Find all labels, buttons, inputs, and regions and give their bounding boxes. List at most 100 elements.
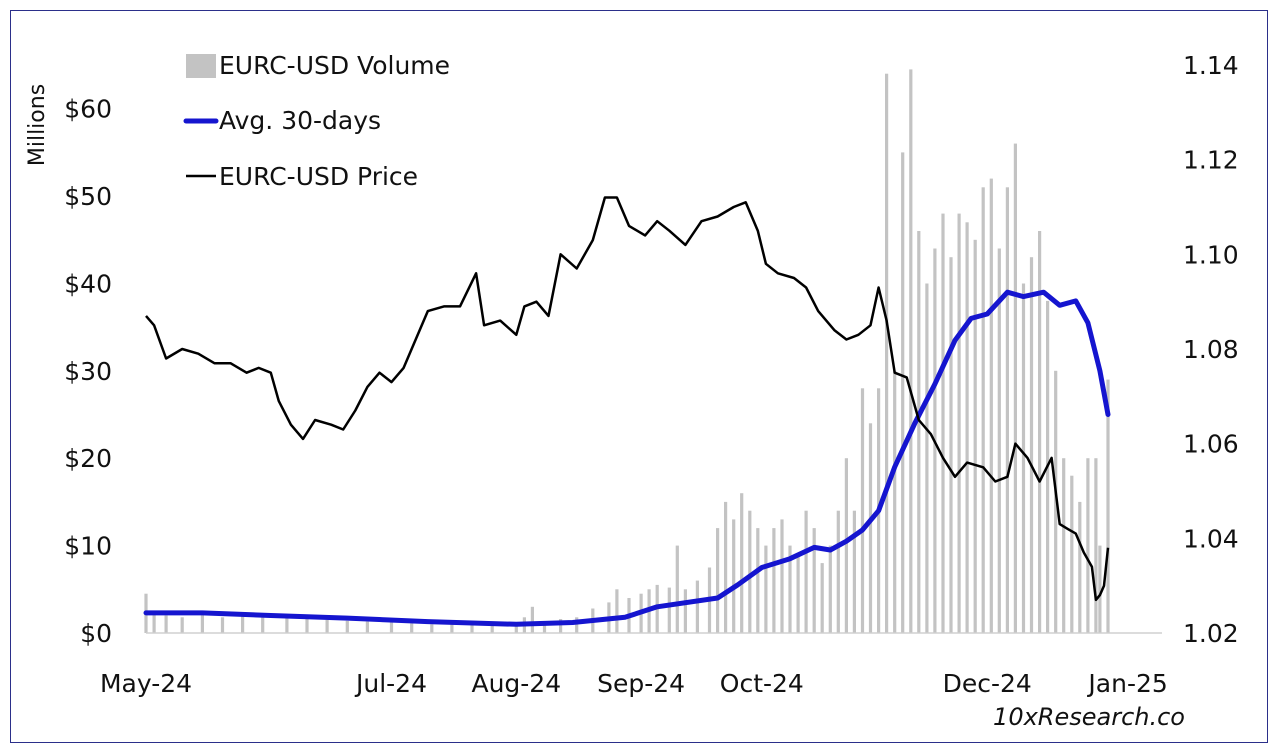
- volume-bar: [901, 152, 905, 633]
- volume-bar: [780, 519, 784, 633]
- volume-bar: [909, 69, 913, 633]
- volume-bar: [1021, 283, 1026, 633]
- legend-label-price: EURC-USD Price: [219, 162, 418, 191]
- volume-bar: [1106, 379, 1110, 633]
- volume-bar: [450, 624, 454, 633]
- volume-bar: [200, 613, 204, 633]
- volume-bar: [1078, 501, 1082, 633]
- volume-bar: [764, 545, 768, 633]
- left-tick-label: $50: [64, 182, 112, 211]
- right-tick-label: 1.12: [1183, 146, 1239, 175]
- volume-bar: [542, 621, 547, 633]
- volume-bar: [973, 239, 977, 634]
- volume-bar: [490, 626, 494, 633]
- right-tick-label: 1.10: [1183, 240, 1239, 269]
- left-tick-label: $40: [64, 270, 112, 299]
- volume-bar: [1005, 187, 1009, 634]
- volume-bar: [820, 563, 824, 633]
- x-tick-label: Jul-24: [354, 669, 427, 698]
- volume-bar: [530, 606, 534, 633]
- right-tick-label: 1.02: [1183, 619, 1239, 648]
- volume-bar: [836, 510, 840, 633]
- volume-bar: [1070, 475, 1074, 633]
- volume-bar: [1086, 458, 1090, 633]
- volume-bar: [804, 510, 808, 633]
- volume-bar: [220, 617, 225, 633]
- x-tick-label: Jan-25: [1086, 669, 1167, 698]
- volume-bar: [732, 519, 736, 633]
- x-tick-label: May-24: [100, 669, 192, 698]
- volume-bar: [305, 619, 309, 633]
- x-tick-label: Oct-24: [720, 669, 804, 698]
- volume-bar: [812, 528, 816, 633]
- left-tick-label: $0: [80, 619, 112, 648]
- legend-label-avg: Avg. 30-days: [219, 106, 381, 135]
- left-tick-label: $20: [64, 444, 112, 473]
- volume-bar: [852, 510, 856, 633]
- volume-bar: [860, 388, 865, 633]
- volume-bar: [683, 589, 687, 633]
- volume-bars: [144, 69, 1110, 634]
- volume-bar: [788, 545, 792, 633]
- avg-30-days-line: [143, 289, 1111, 627]
- volume-bar: [1038, 231, 1042, 633]
- legend-label-volume: EURC-USD Volume: [219, 51, 450, 80]
- volume-bar: [989, 178, 993, 633]
- x-tick-label: Aug-24: [471, 669, 561, 698]
- right-tick-label: 1.04: [1183, 524, 1239, 553]
- x-tick-label: Sep-24: [597, 669, 685, 698]
- volume-bar: [285, 617, 289, 633]
- volume-bar: [740, 493, 744, 633]
- volume-bar: [917, 231, 921, 633]
- volume-bar: [1062, 458, 1066, 633]
- volume-bar: [559, 619, 563, 633]
- volume-bar: [1094, 458, 1098, 633]
- left-tick-label: $10: [64, 532, 112, 561]
- volume-bar: [949, 257, 953, 633]
- volume-bar: [410, 623, 414, 633]
- legend: EURC-USD Volume Avg. 30-days EURC-USD Pr…: [183, 51, 450, 191]
- volume-bar: [716, 528, 720, 633]
- volume-bar: [365, 621, 369, 633]
- price-line: [145, 196, 1110, 602]
- volume-bar: [695, 580, 699, 633]
- volume-bar: [893, 370, 897, 633]
- volume-bar: [1054, 370, 1058, 633]
- volume-bar: [1098, 545, 1102, 633]
- right-tick-label: 1.14: [1183, 51, 1239, 80]
- volume-bar: [756, 528, 760, 633]
- volume-bar: [1029, 257, 1034, 633]
- volume-bar: [997, 248, 1001, 633]
- volume-bar: [261, 616, 265, 633]
- volume-bar: [796, 554, 800, 633]
- left-tick-label: $30: [64, 357, 112, 386]
- volume-bar: [241, 615, 245, 633]
- chart-frame: [10, 10, 1268, 743]
- left-axis-label: Millions: [25, 84, 50, 166]
- legend-swatch-volume: [186, 54, 216, 78]
- volume-bar: [152, 611, 156, 633]
- volume-bar: [675, 545, 679, 633]
- left-tick-label: $60: [64, 95, 112, 124]
- volume-bar: [885, 73, 889, 633]
- volume-bar: [325, 619, 329, 633]
- volume-bar: [430, 624, 434, 633]
- volume-bar: [180, 617, 184, 633]
- volume-bar: [981, 187, 985, 634]
- volume-bar: [844, 458, 848, 633]
- volume-bar: [868, 423, 873, 633]
- volume-bar: [772, 528, 776, 633]
- volume-bar: [345, 620, 349, 633]
- source-credit: 10xResearch.co: [993, 703, 1185, 731]
- volume-bar: [828, 545, 832, 633]
- volume-bar: [925, 283, 929, 633]
- right-axis-ticks: 1.02 1.04 1.06 1.08 1.10 1.12 1.14: [1183, 51, 1239, 648]
- x-axis-ticks: May-24 Jul-24 Aug-24 Sep-24 Oct-24 Dec-24 Jan-…: [100, 669, 1168, 698]
- volume-bar: [389, 621, 394, 633]
- left-axis-ticks: $0 $10 $20 $30 $40 $50 $60: [64, 95, 112, 648]
- right-tick-label: 1.06: [1183, 430, 1239, 459]
- volume-bar: [514, 625, 518, 633]
- volume-bar: [941, 213, 945, 633]
- volume-bar: [957, 213, 961, 633]
